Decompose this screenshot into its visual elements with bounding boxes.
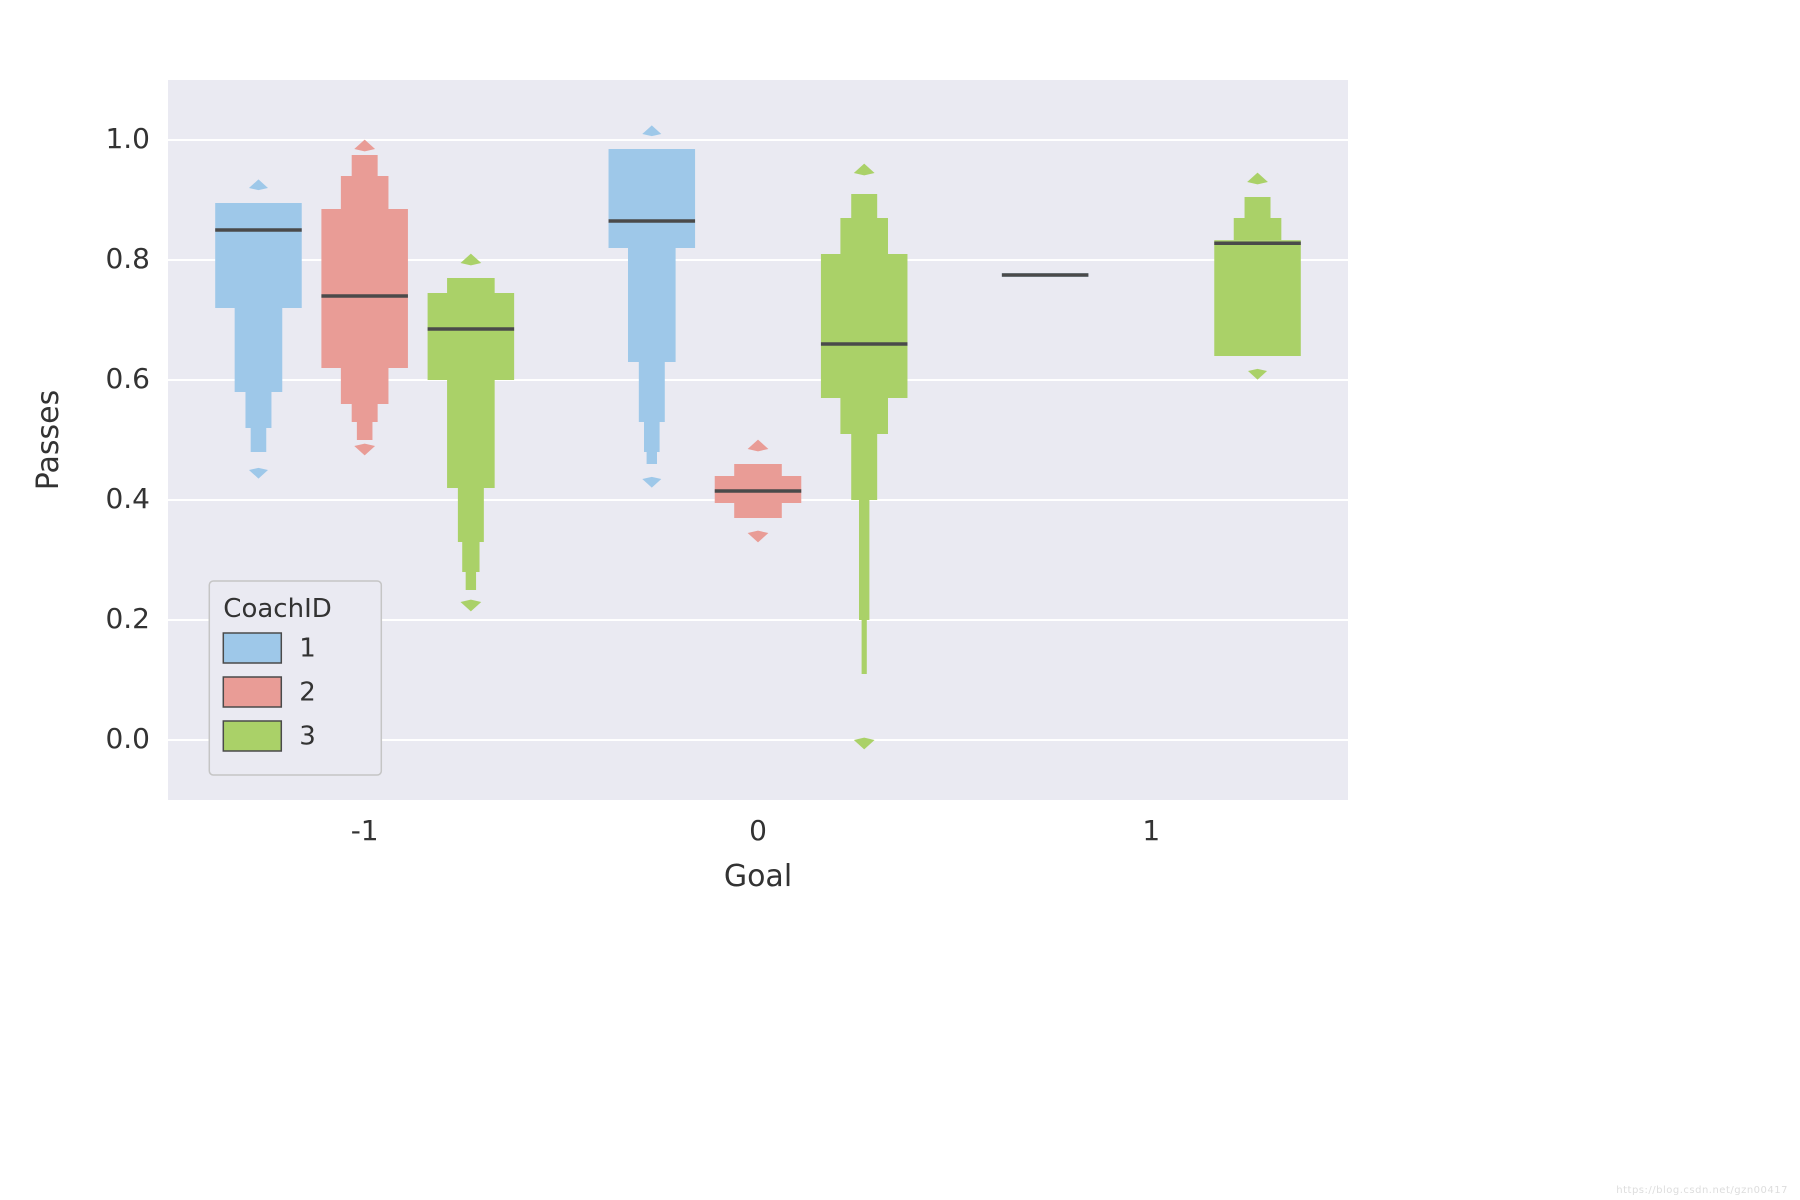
xtick-label: -1 <box>351 814 379 847</box>
boxen-segment <box>851 194 877 218</box>
boxen-segment <box>639 362 665 422</box>
legend-label: 1 <box>299 633 316 663</box>
boxen-segment <box>341 176 389 209</box>
xtick-label: 1 <box>1142 814 1160 847</box>
boxen-segment <box>840 218 888 254</box>
boxen-segment <box>428 293 515 380</box>
boxen-segment <box>647 452 657 464</box>
boxen-segment <box>447 380 495 488</box>
xtick-label: 0 <box>749 814 767 847</box>
boxen-segment <box>215 203 302 308</box>
legend-label: 3 <box>299 721 316 751</box>
legend-label: 2 <box>299 677 316 707</box>
boxen-segment <box>245 392 271 428</box>
boxen-plot: 0.0 0.2 0.4 0.6 0.8 1.0 -1 0 1 Passes Goal CoachID 1… <box>0 0 1800 1200</box>
boxen-segment <box>859 500 869 620</box>
boxen-segment <box>1214 240 1301 356</box>
boxen-segment <box>734 464 782 476</box>
boxen-segment <box>458 488 484 542</box>
ytick-label: 0.6 <box>105 362 150 395</box>
boxen-segment <box>357 422 373 440</box>
boxen-segment <box>840 398 888 434</box>
boxen-segment <box>466 572 476 590</box>
boxen-segment <box>1245 197 1271 218</box>
legend-title: CoachID <box>223 594 331 624</box>
boxen-segment <box>821 254 908 398</box>
boxen-segment <box>644 422 660 452</box>
legend-swatch <box>223 633 281 663</box>
boxen-segment <box>341 368 389 404</box>
boxen-segment <box>862 620 867 674</box>
boxen-segment <box>235 308 283 392</box>
boxen-segment <box>251 428 267 452</box>
ytick-label: 1.0 <box>105 122 150 155</box>
boxen-segment <box>734 503 782 518</box>
boxen-segment <box>1234 218 1282 240</box>
yaxis-label: Passes <box>31 390 66 490</box>
boxen-segment <box>462 542 479 572</box>
ytick-label: 0.8 <box>105 242 150 275</box>
boxen-segment <box>447 278 495 293</box>
ytick-label: 0.4 <box>105 482 150 515</box>
boxen-segment <box>609 149 696 248</box>
legend-swatch <box>223 677 281 707</box>
boxen-segment <box>628 248 676 362</box>
ytick-label: 0.2 <box>105 602 150 635</box>
legend-swatch <box>223 721 281 751</box>
boxen-segment <box>352 404 378 422</box>
watermark-text: https://blog.csdn.net/gzn00417 <box>1616 1185 1788 1196</box>
ytick-label: 0.0 <box>105 722 150 755</box>
xaxis-label: Goal <box>724 859 792 894</box>
boxen-segment <box>851 434 877 500</box>
boxen-segment <box>321 209 408 368</box>
boxen-segment <box>352 155 378 176</box>
